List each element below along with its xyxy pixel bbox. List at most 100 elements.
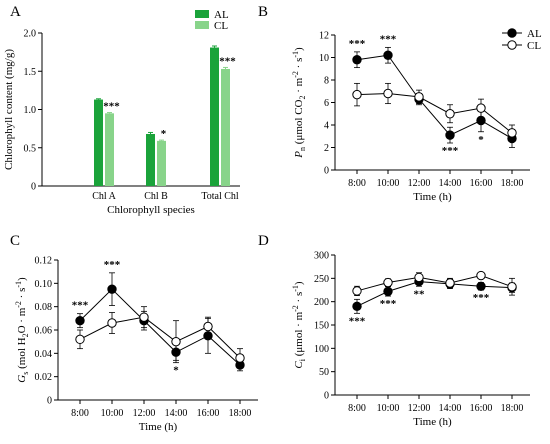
- y-axis-label-unit: ): [16, 277, 28, 281]
- y-tick-label: 0: [324, 391, 329, 402]
- data-point-cl: [414, 272, 424, 283]
- data-point-al: [107, 284, 117, 294]
- y-axis-label-superscript: -1: [291, 285, 300, 292]
- panel-label: A: [10, 4, 21, 20]
- significance-marker: ***: [219, 55, 236, 67]
- y-axis-label-subscript: 2: [298, 96, 307, 100]
- x-tick-label: 18:00: [501, 403, 524, 414]
- y-tick-label: 300: [314, 251, 329, 262]
- series-cl: [354, 272, 515, 297]
- panel-label: C: [10, 233, 20, 249]
- significance-marker: ***: [103, 101, 120, 113]
- data-point-al: [75, 315, 85, 326]
- series-cl: [354, 82, 515, 142]
- y-tick-label: 250: [314, 274, 329, 285]
- data-point-cl: [476, 103, 486, 113]
- significance-marker: ***: [380, 298, 397, 310]
- y-axis-label-unit: · m: [293, 77, 305, 95]
- data-point-al: [383, 50, 393, 60]
- data-point-cl: [352, 89, 362, 100]
- series-al: [77, 272, 243, 372]
- data-point-al: [203, 331, 213, 341]
- y-tick-label: 8: [324, 76, 329, 87]
- x-tick-label: Chl A: [92, 191, 116, 202]
- y-axis-label-superscript: -1: [291, 51, 300, 58]
- legend-swatch-al: [195, 10, 209, 18]
- series-line-al: [356, 54, 513, 139]
- y-axis-label: Ci (μmol · m-2 · s-1): [291, 281, 307, 369]
- data-point-cl: [352, 286, 362, 296]
- y-axis-label: Chlorophyll content (mg/g): [3, 49, 15, 170]
- data-point-cl: [507, 282, 517, 292]
- y-tick-label: 0: [31, 182, 36, 193]
- legend-label: CL: [214, 20, 228, 32]
- bar-cl: [105, 113, 114, 186]
- y-axis-label: Gs (mol H2O · m-2 · s-1): [14, 277, 30, 383]
- x-tick-label: 12:00: [408, 178, 431, 189]
- legend-swatch-cl: [195, 21, 209, 29]
- data-point-cl: [445, 278, 455, 288]
- y-tick-label: 2: [324, 143, 329, 154]
- data-point-al: [383, 286, 393, 297]
- data-point-al: [171, 347, 181, 357]
- y-tick-label: 100: [314, 344, 329, 355]
- y-axis-label-symbol: P: [293, 151, 305, 159]
- y-tick-label: 0.12: [35, 256, 53, 267]
- significance-marker: ***: [473, 292, 490, 304]
- significance-marker: *: [478, 134, 484, 146]
- significance-marker: ***: [349, 38, 366, 50]
- data-point-cl: [235, 353, 245, 363]
- y-tick-label: 1.5: [24, 67, 37, 78]
- series-line-al: [79, 288, 241, 366]
- y-axis-label-unit: · s: [16, 288, 28, 301]
- significance-marker: ***: [380, 33, 397, 45]
- y-tick-label: 2.0: [24, 29, 37, 40]
- data-point-al: [352, 55, 362, 65]
- y-tick-label: 6: [324, 98, 329, 109]
- panel-label: B: [258, 4, 268, 20]
- y-axis-label-symbol: C: [293, 361, 305, 369]
- x-tick-label: 16:00: [470, 178, 493, 189]
- legend-marker-al: [507, 28, 517, 38]
- series-line-cl: [356, 275, 513, 292]
- y-tick-label: 12: [319, 31, 329, 42]
- data-point-cl: [414, 92, 424, 102]
- y-tick-label: 0.06: [35, 326, 53, 337]
- significance-marker: *: [173, 365, 179, 377]
- data-point-al: [445, 130, 455, 140]
- series-al: [354, 46, 515, 148]
- data-point-cl: [139, 312, 149, 322]
- data-point-cl: [75, 334, 85, 345]
- series-line-al: [356, 281, 513, 307]
- series-al: [354, 276, 515, 314]
- y-tick-label: 150: [314, 321, 329, 332]
- y-axis-label-superscript: -2: [291, 71, 300, 78]
- y-axis-label-superscript: -1: [14, 281, 23, 288]
- legend-label: AL: [214, 9, 229, 21]
- data-point-cl: [507, 128, 517, 138]
- x-tick-label: 18:00: [229, 408, 252, 419]
- bar-al: [94, 99, 103, 186]
- legend-marker-cl: [507, 40, 517, 50]
- x-tick-label: 18:00: [501, 178, 524, 189]
- x-tick-label: 14:00: [165, 408, 188, 419]
- data-point-cl: [383, 277, 393, 288]
- y-tick-label: 4: [324, 121, 329, 132]
- significance-marker: **: [414, 288, 426, 300]
- y-axis-label-unit: (μmol · m: [293, 311, 305, 359]
- x-tick-label: 16:00: [470, 403, 493, 414]
- x-tick-label: 16:00: [197, 408, 220, 419]
- x-tick-label: 12:00: [408, 403, 431, 414]
- y-tick-label: 0: [324, 166, 329, 177]
- y-tick-label: 50: [319, 367, 329, 378]
- series-line-cl: [356, 92, 513, 134]
- x-tick-label: 12:00: [133, 408, 156, 419]
- y-axis-label-unit: (mol H: [16, 337, 28, 371]
- data-point-al: [352, 301, 362, 312]
- bar-al: [146, 133, 155, 186]
- y-tick-label: 0.5: [24, 143, 37, 154]
- y-tick-label: 0.02: [35, 372, 53, 383]
- data-point-al: [476, 281, 486, 291]
- y-tick-label: 200: [314, 297, 329, 308]
